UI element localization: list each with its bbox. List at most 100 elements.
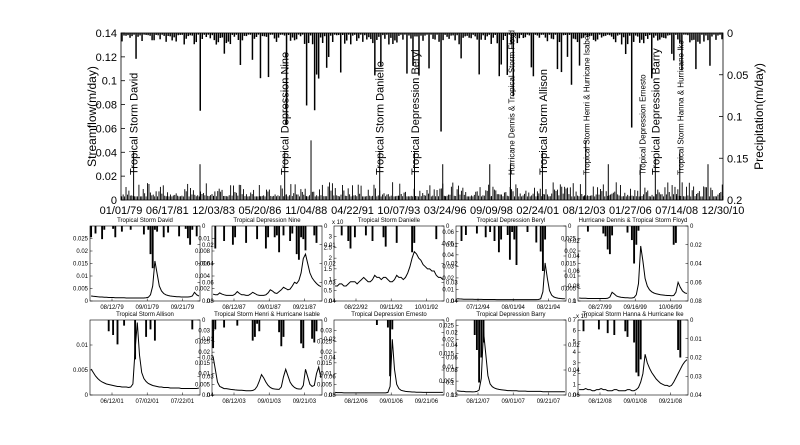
y-tick-label: 0.14 (96, 28, 117, 40)
precip-bar (475, 226, 478, 234)
x-tick-label: 08/12/79 (100, 305, 124, 311)
y2-tick-label: 0.06 (202, 280, 214, 286)
y-tick-label: 0.01 (76, 343, 88, 349)
panel-title: Hurricane Dennis & Tropical Storm Floyd (579, 218, 688, 224)
precip-bar (604, 226, 607, 237)
streamflow-line (579, 354, 688, 392)
precip-bar (315, 320, 318, 332)
y-tick-label: 0.015 (439, 351, 455, 357)
y-tick-label: 0.04 (96, 147, 117, 159)
y-tick-label: 0.05 (442, 241, 454, 247)
y2-tick-label: 0.02 (446, 331, 458, 337)
precip-bar (116, 320, 119, 345)
precip-bar (626, 320, 629, 337)
y-tick-label: 0.01 (320, 372, 332, 378)
y2-tick-label: 0 (690, 318, 694, 324)
y2-tick-label: 0.1 (568, 299, 577, 305)
precip-bar (506, 226, 509, 235)
precip-bar (500, 226, 503, 240)
event-panel: Hurricane Dennis & Tropical Storm Floyd 0… (561, 218, 702, 311)
precip-bar (256, 226, 259, 240)
x-tick-label: 01/27/06 (609, 205, 652, 217)
y-tick-label: 0.02 (198, 350, 210, 356)
y-tick-label: 5 (573, 339, 577, 345)
storm-annotation: Tropical Storm Henri & Hurricane Isabel (583, 34, 592, 175)
precip-bar (411, 226, 414, 253)
y-tick-label: 2.5 (324, 245, 333, 251)
precip-bar (435, 226, 438, 240)
x-tick-label: 03/24/96 (424, 205, 467, 217)
precip-bar (278, 320, 281, 333)
x-tick-label: 09/21/03 (293, 399, 317, 405)
precip-bar (212, 320, 215, 349)
y2-tick-label: 0.12 (446, 393, 458, 399)
precip-bar (478, 320, 481, 383)
precip-bar (347, 226, 350, 241)
y-tick-label: 0.01 (442, 287, 454, 293)
precip-bar (511, 226, 514, 232)
y-tick-label: 0.025 (561, 237, 577, 243)
precip-bar (313, 226, 316, 236)
precip-bar (189, 226, 192, 245)
storm-annotation: Tropical Depression Barry (651, 48, 663, 175)
x-tick-label: 04/22/91 (331, 205, 374, 217)
storm-annotation: Hurricane Dennis & Tropical Storm Floyd (507, 30, 516, 175)
panel-title: Tropical Depression Barry (476, 312, 545, 318)
precip-bar (153, 226, 156, 230)
y2-tick-label: 0.1 (727, 112, 742, 124)
axis-exponent-label: x 10 (332, 220, 344, 226)
event-panel: Tropical Depression Ernesto00.0050.010.0… (317, 312, 458, 405)
y-tick-label: 0.08 (96, 100, 117, 112)
y-tick-label: 0.03 (198, 329, 210, 335)
y-tick-label: 0.005 (561, 287, 577, 293)
x-tick-label: 09/21/06 (415, 399, 439, 405)
y2-tick-label: 0.04 (568, 254, 580, 260)
y2-tick-label: 0.04 (202, 262, 214, 268)
precip-bar (289, 226, 292, 241)
y-tick-label: 0.005 (317, 382, 333, 388)
precip-bar (302, 226, 305, 240)
precip-bar (195, 226, 198, 237)
precip-bar (364, 226, 367, 236)
precip-bar (624, 320, 627, 332)
precip-bar (191, 226, 194, 230)
y-tick-label: 0 (329, 299, 333, 305)
panel-frame (455, 319, 567, 396)
y-tick-label: 0.02 (564, 249, 576, 255)
precip-bar (535, 226, 538, 243)
main-plot-frame (120, 32, 724, 201)
y2-tick-label: 0.02 (690, 356, 702, 362)
precip-bar (234, 226, 237, 238)
precip-bar (145, 320, 148, 337)
precip-bar (297, 226, 300, 260)
precip-bar (544, 226, 547, 240)
precip-bar (184, 226, 187, 229)
streamflow-line (91, 260, 200, 299)
x-tick-label: 09/01/87 (258, 305, 282, 311)
precip-bar (391, 320, 394, 330)
y-tick-label: 3 (329, 235, 333, 241)
x-tick-label: 07/02/01 (136, 399, 160, 405)
precip-bar (582, 320, 585, 332)
precip-bar (375, 320, 378, 325)
x-tick-label: 08/12/03 (563, 205, 606, 217)
y-tick-label: 0.06 (96, 123, 117, 135)
precip-bar (149, 320, 152, 330)
precip-bar (295, 226, 298, 255)
event-panel: Tropical Storm Danielle x 10 0 0.5 1 1.5 2 2.5 3… (324, 218, 459, 311)
x-tick-label: 08/27/99 (588, 305, 612, 311)
streamflow-line (335, 250, 444, 287)
precip-bar (389, 320, 392, 377)
precip-bar (300, 320, 303, 344)
panel-title: Tropical Depression Beryl (477, 218, 545, 224)
streamflow-line (90, 322, 200, 389)
x-tick-label: 07/22/01 (171, 399, 195, 405)
y2-tick-label: 0.08 (568, 284, 580, 290)
x-tick-label: 10/07/93 (377, 205, 420, 217)
y2-tick-label: 0.02 (324, 337, 336, 343)
precip-bar (635, 320, 638, 373)
y-tick-label: 0.015 (561, 262, 577, 268)
y2-tick-label: 0.15 (727, 153, 748, 165)
precip-bar (464, 226, 467, 235)
